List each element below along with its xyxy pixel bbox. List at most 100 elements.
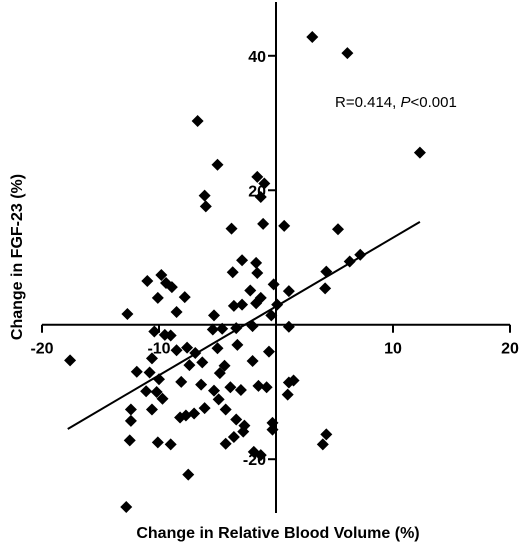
data-point bbox=[196, 356, 209, 369]
data-point bbox=[226, 266, 239, 279]
data-point bbox=[266, 423, 279, 436]
data-point bbox=[151, 291, 164, 304]
data-point bbox=[218, 359, 231, 372]
data-point bbox=[64, 354, 77, 367]
data-point bbox=[234, 383, 247, 396]
data-points bbox=[64, 30, 426, 513]
data-point bbox=[211, 342, 224, 355]
data-point bbox=[224, 381, 237, 394]
data-point bbox=[155, 268, 168, 281]
data-point bbox=[231, 338, 244, 351]
annotation-p-symbol: P bbox=[400, 94, 410, 111]
data-point bbox=[212, 393, 225, 406]
axes bbox=[41, 2, 511, 513]
data-point bbox=[195, 378, 208, 391]
y-axis-title: Change in FGF-23 (%) bbox=[9, 174, 26, 340]
data-point bbox=[230, 413, 243, 426]
data-point bbox=[266, 416, 279, 429]
data-point bbox=[165, 281, 178, 294]
data-point bbox=[320, 428, 333, 441]
data-point bbox=[148, 325, 161, 338]
x-tick-label: 10 bbox=[384, 341, 402, 358]
data-point bbox=[306, 30, 319, 43]
annotation-prefix: R=0.414, bbox=[335, 94, 400, 111]
data-point bbox=[198, 402, 211, 415]
data-point bbox=[151, 436, 164, 449]
data-point bbox=[247, 445, 260, 458]
data-point bbox=[211, 158, 224, 171]
data-point bbox=[183, 359, 196, 372]
data-point bbox=[236, 254, 249, 267]
data-point bbox=[227, 431, 240, 444]
data-point bbox=[250, 256, 263, 269]
data-point bbox=[182, 468, 195, 481]
x-tick-label: 20 bbox=[501, 341, 519, 358]
data-point bbox=[207, 384, 220, 397]
data-point bbox=[124, 403, 137, 416]
data-point bbox=[181, 341, 194, 354]
data-point bbox=[164, 438, 177, 451]
data-point bbox=[143, 366, 156, 379]
data-point bbox=[216, 322, 229, 335]
data-point bbox=[123, 434, 136, 447]
data-point bbox=[262, 345, 275, 358]
data-point bbox=[287, 374, 300, 387]
data-point bbox=[251, 170, 264, 183]
data-point bbox=[206, 323, 219, 336]
data-point bbox=[141, 275, 154, 288]
data-point bbox=[213, 367, 226, 380]
data-point bbox=[319, 282, 332, 295]
data-point bbox=[413, 146, 426, 159]
data-point bbox=[164, 329, 177, 342]
data-point bbox=[258, 177, 271, 190]
data-point bbox=[244, 284, 257, 297]
data-point bbox=[341, 47, 354, 60]
data-point bbox=[237, 425, 250, 438]
data-point bbox=[251, 266, 264, 279]
data-point bbox=[175, 375, 188, 388]
data-point bbox=[178, 291, 191, 304]
y-tick-label: 40 bbox=[248, 49, 266, 66]
data-point bbox=[282, 285, 295, 298]
data-point bbox=[267, 278, 280, 291]
data-point bbox=[145, 403, 158, 416]
data-point bbox=[179, 409, 192, 422]
data-point bbox=[121, 307, 134, 320]
data-point bbox=[278, 219, 291, 232]
data-point bbox=[188, 407, 201, 420]
data-point bbox=[236, 298, 249, 311]
data-point bbox=[130, 365, 143, 378]
x-tick-label: -20 bbox=[30, 341, 53, 358]
data-point bbox=[145, 352, 158, 365]
regression-line bbox=[67, 221, 421, 430]
data-point bbox=[252, 379, 265, 392]
data-point bbox=[198, 189, 211, 202]
data-point bbox=[156, 392, 169, 405]
data-point bbox=[254, 190, 267, 203]
data-point bbox=[282, 320, 295, 333]
data-point bbox=[225, 222, 238, 235]
x-axis-title: Change in Relative Blood Volume (%) bbox=[136, 525, 419, 542]
correlation-annotation: R=0.414, P<0.001 bbox=[335, 94, 457, 111]
data-point bbox=[257, 217, 270, 230]
data-point bbox=[170, 305, 183, 318]
data-point bbox=[199, 200, 212, 213]
data-point bbox=[191, 115, 204, 128]
data-point bbox=[316, 438, 329, 451]
data-point bbox=[227, 299, 240, 312]
data-point bbox=[246, 355, 259, 368]
data-point bbox=[219, 403, 232, 416]
data-point bbox=[140, 385, 153, 398]
data-point bbox=[332, 223, 345, 236]
data-point bbox=[120, 500, 133, 513]
x-tick-label: -10 bbox=[147, 341, 170, 358]
data-point bbox=[254, 291, 267, 304]
data-point bbox=[170, 344, 183, 357]
data-point bbox=[265, 309, 278, 322]
data-point bbox=[150, 385, 163, 398]
data-point bbox=[281, 388, 294, 401]
data-point bbox=[207, 309, 220, 322]
annotation-suffix: <0.001 bbox=[410, 94, 456, 111]
data-point bbox=[260, 381, 273, 394]
